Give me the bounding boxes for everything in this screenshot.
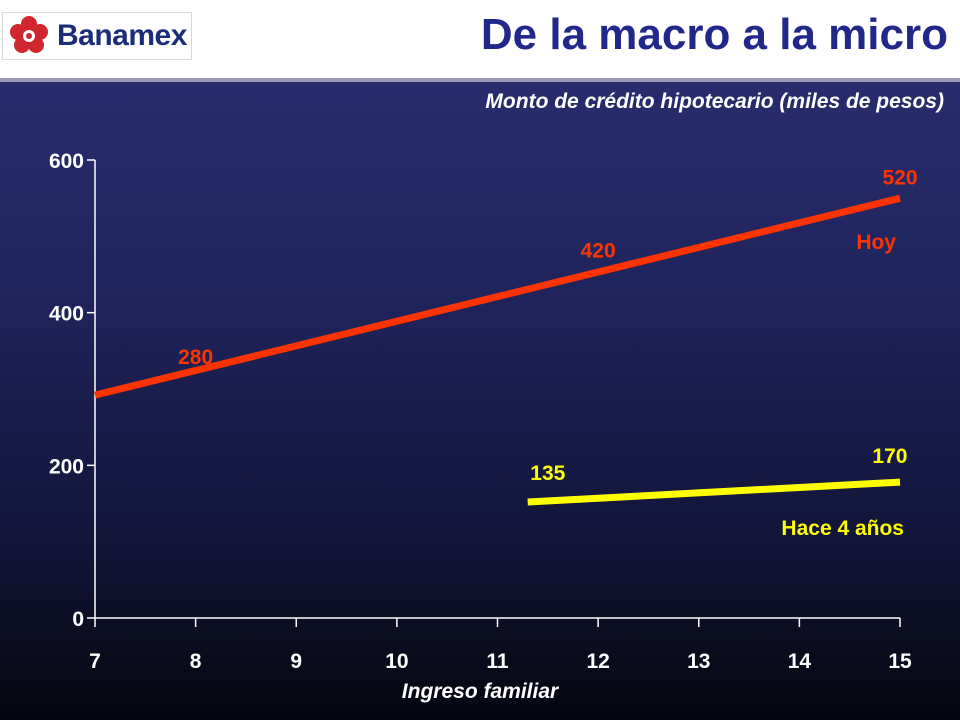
header-bar: [0, 0, 960, 80]
y-tick-label: 0: [72, 608, 84, 631]
series-line-hace-4-anos: [527, 478, 901, 506]
x-axis-label: Ingreso familiar: [401, 680, 559, 703]
x-tick-label: 12: [586, 650, 609, 673]
x-tick-label: 7: [89, 650, 101, 673]
x-tick-label: 10: [385, 650, 408, 673]
x-tick-label: 8: [190, 650, 202, 673]
x-tick-label: 9: [290, 650, 302, 673]
header-divider: [0, 78, 960, 82]
y-tick-label: 200: [49, 455, 84, 478]
brand-logo: Banamex: [2, 12, 192, 60]
series-name-hace-4-anos: Hace 4 años: [781, 517, 904, 540]
series-name-hoy: Hoy: [856, 231, 896, 254]
y-tick-label: 600: [49, 150, 84, 173]
data-label: 135: [530, 462, 565, 485]
chart-title: Monto de crédito hipotecario (miles de p…: [485, 90, 944, 113]
series-line-hoy: [94, 194, 901, 399]
x-tick-label: 11: [486, 650, 509, 673]
x-tick-label: 13: [687, 650, 710, 673]
x-tick-label: 15: [888, 650, 912, 673]
data-label: 420: [581, 240, 616, 263]
x-tick-label: 14: [788, 650, 812, 673]
data-label: 170: [872, 445, 907, 468]
banamex-flower-icon: [10, 16, 48, 53]
data-label: 520: [882, 166, 917, 189]
brand-name: Banamex: [57, 19, 187, 52]
y-tick-label: 400: [49, 303, 84, 326]
page-title: De la macro a la micro: [480, 10, 948, 59]
data-label: 280: [178, 346, 213, 369]
